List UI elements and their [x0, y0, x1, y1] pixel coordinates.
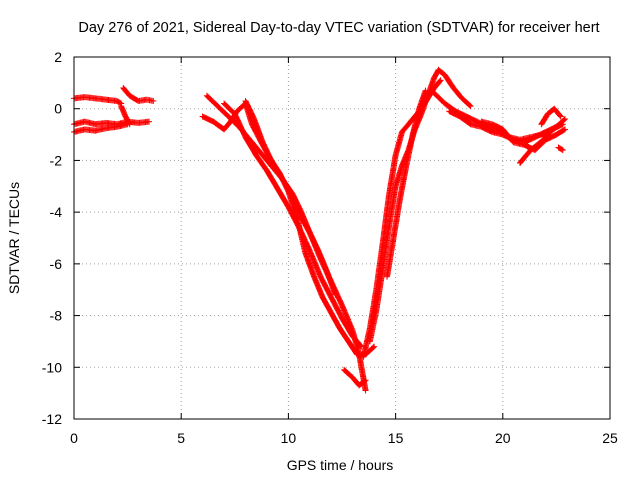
x-tick-label: 10	[281, 430, 297, 446]
marker-path	[242, 98, 339, 298]
series-track-D	[120, 85, 157, 104]
marker-path	[221, 100, 365, 350]
y-tick-label: -6	[50, 256, 63, 272]
marker-path	[384, 87, 429, 280]
x-tick-label: 15	[388, 430, 404, 446]
marker-path	[118, 103, 133, 128]
marker-path	[71, 118, 153, 128]
y-tick-label: -8	[50, 308, 63, 324]
marker-path	[478, 118, 568, 154]
y-axis-label: SDTVAR / TECUs	[6, 182, 22, 294]
y-tick-label: 2	[54, 49, 62, 65]
y-tick-label: -12	[42, 411, 62, 427]
marker-path	[538, 105, 564, 128]
series-track-R	[538, 105, 564, 128]
chart-title: Day 276 of 2021, Sidereal Day-to-day VTE…	[78, 20, 599, 36]
x-tick-label: 0	[70, 430, 78, 446]
series-track-H	[221, 100, 365, 350]
x-tick-label: 5	[177, 430, 185, 446]
series-track-B	[71, 118, 153, 128]
series-track-E	[118, 103, 133, 128]
x-tick-label: 20	[495, 430, 511, 446]
series-track-I	[242, 98, 339, 298]
marker-path	[517, 123, 560, 166]
series-track-M	[384, 87, 429, 280]
series-track-Q	[517, 123, 560, 166]
y-tick-label: 0	[54, 101, 62, 117]
data-points	[71, 66, 568, 394]
series-track-A	[71, 94, 125, 107]
marker-path	[203, 92, 369, 394]
marker-path	[120, 85, 157, 104]
y-tick-label: -2	[50, 152, 63, 168]
series-track-G	[203, 92, 369, 394]
series-track-P	[478, 118, 568, 154]
marker-path	[71, 94, 125, 107]
x-axis-label: GPS time / hours	[287, 457, 394, 473]
series-track-S	[555, 144, 566, 154]
marker-path	[341, 366, 369, 389]
series-track-J	[341, 366, 369, 389]
marker-path	[555, 144, 566, 154]
grid	[74, 57, 610, 419]
y-tick-label: -10	[42, 359, 62, 375]
y-tick-label: -4	[50, 204, 63, 220]
plot-frame	[73, 56, 611, 420]
x-tick-label: 25	[602, 430, 618, 446]
